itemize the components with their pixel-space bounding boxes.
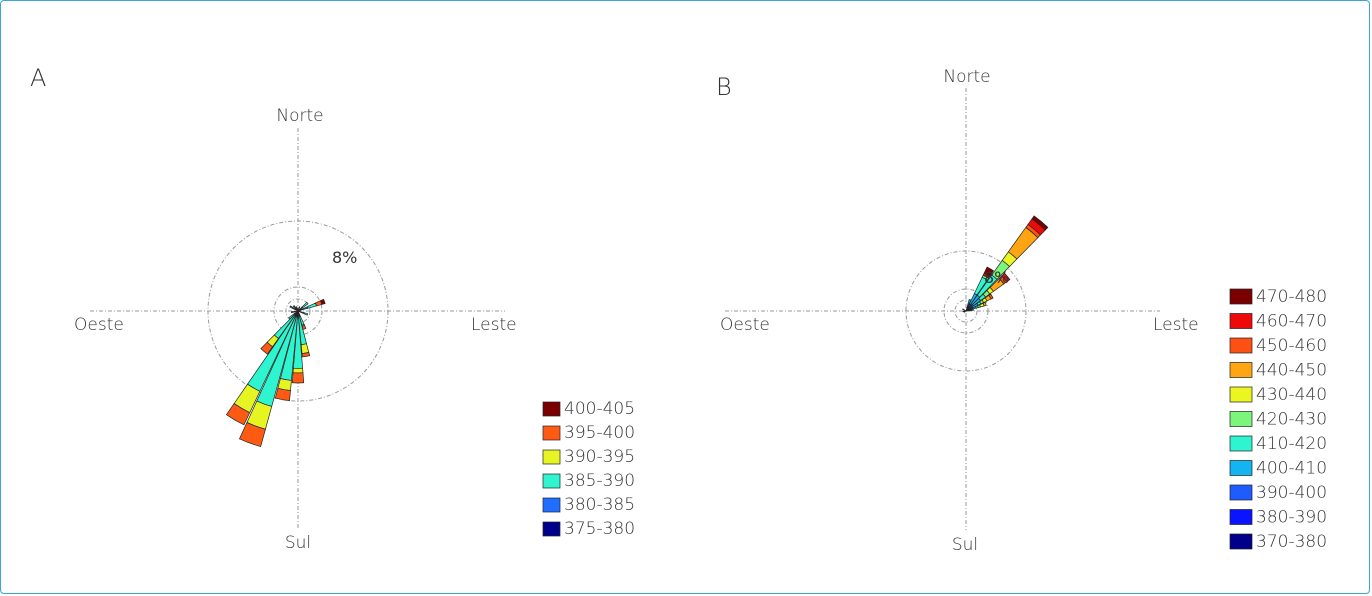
sectors-b xyxy=(962,215,1049,313)
sector-5-bin-395-400 xyxy=(260,341,274,355)
sector-0-bin-395-400 xyxy=(291,372,305,384)
legend-label: 385-390 xyxy=(564,471,635,491)
sector-12-bin-380-385 xyxy=(295,306,298,310)
sector-2-bin-395-400 xyxy=(238,422,266,448)
sector-5-bin-400-410 xyxy=(967,299,972,305)
direction-south-a: Sul xyxy=(285,533,311,553)
legend-label: 395-400 xyxy=(564,423,635,443)
ring-inner-b xyxy=(943,288,989,334)
sector-1-bin-470-480 xyxy=(983,266,995,277)
legend-swatch xyxy=(542,497,561,513)
sector-14-bin-385-390 xyxy=(303,312,309,316)
sector-3-bin-395-400 xyxy=(225,403,251,426)
sector-10-bin-380-385 xyxy=(289,305,294,310)
direction-east-a: Leste xyxy=(471,315,517,335)
sector-2-bin-460-470 xyxy=(1001,272,1011,283)
ring-outer-b xyxy=(905,250,1027,372)
ring-outer-a xyxy=(207,220,389,402)
legend-label: 440-450 xyxy=(1256,361,1327,381)
wind-rose-b: B 8% Norte Sul Leste Oeste 470-480 460-47… xyxy=(716,67,1327,555)
legend-swatch xyxy=(1229,509,1253,525)
direction-east-b: Leste xyxy=(1153,315,1199,335)
direction-north-a: Norte xyxy=(276,106,323,126)
legend-swatch xyxy=(1229,362,1253,378)
sectors-a xyxy=(225,298,326,448)
legend-label: 470-480 xyxy=(1256,287,1327,307)
sector-9-bin-380-390 xyxy=(963,311,966,313)
direction-south-b: Sul xyxy=(952,535,978,555)
sector-9-bin-385-390 xyxy=(301,301,309,309)
legend-swatch xyxy=(1229,386,1253,403)
wind-rose-a: A 8% Norte Sul Leste Oeste 400-405 395-40… xyxy=(30,64,635,553)
sector-0-bin-470-480 xyxy=(1031,215,1049,231)
legend-label: 400-405 xyxy=(564,399,635,419)
panel-label-b: B xyxy=(716,73,732,101)
legend-swatch xyxy=(1229,313,1253,329)
legend-swatch xyxy=(1229,460,1253,476)
legend-label: 380-385 xyxy=(564,495,635,515)
sector-13-bin-380-385 xyxy=(298,306,301,310)
sector-8-bin-380-390 xyxy=(962,310,965,313)
sector-8-bin-400-405 xyxy=(320,298,326,305)
sector-6-bin-395-400 xyxy=(301,324,307,330)
sector-0-bin-390-395 xyxy=(292,367,304,374)
legend-a: 400-405 395-400 390-395 385-390 380-385 375-3… xyxy=(542,399,635,539)
legend-swatch xyxy=(1229,337,1253,354)
legend-swatch xyxy=(1229,484,1253,501)
ring-label-a: 8% xyxy=(332,248,357,267)
legend-swatch xyxy=(1229,288,1253,305)
sector-3-bin-450-460 xyxy=(988,293,994,300)
legend-swatch xyxy=(542,449,561,465)
legend-swatch xyxy=(542,425,561,441)
legend-label: 410-420 xyxy=(1256,434,1327,454)
sector-4-bin-390-395 xyxy=(300,343,310,354)
legend-label: 390-400 xyxy=(1256,483,1327,503)
direction-north-b: Norte xyxy=(943,67,990,87)
panel-label-a: A xyxy=(30,64,46,92)
ring-label-b: 8% xyxy=(984,268,1009,287)
legend-b: 470-480 460-470 450-460 440-450 430-440 420-4… xyxy=(1229,287,1327,552)
legend-swatch xyxy=(1229,411,1253,427)
sector-7-bin-380-390 xyxy=(962,308,965,311)
legend-swatch xyxy=(542,521,561,537)
legend-label: 400-410 xyxy=(1256,459,1327,479)
sector-6-bin-400-410 xyxy=(971,308,974,311)
ring-center-b xyxy=(954,299,978,323)
legend-label: 420-430 xyxy=(1256,410,1327,430)
legend-label: 460-470 xyxy=(1256,312,1327,332)
legend-swatch xyxy=(542,401,561,417)
direction-west-b: Oeste xyxy=(720,315,770,335)
legend-label: 430-440 xyxy=(1256,385,1327,405)
sector-4-bin-440-450 xyxy=(982,301,987,307)
sector-7-bin-385-390 xyxy=(288,313,296,320)
legend-label: 450-460 xyxy=(1256,336,1327,356)
legend-swatch xyxy=(1229,435,1253,452)
legend-label: 380-390 xyxy=(1256,508,1327,528)
legend-swatch xyxy=(1229,533,1253,550)
legend-label: 375-380 xyxy=(564,519,635,539)
direction-west-a: Oeste xyxy=(74,315,124,335)
sector-11-bin-380-385 xyxy=(292,305,296,309)
legend-label: 370-380 xyxy=(1256,532,1327,552)
sector-1-bin-395-400 xyxy=(274,387,291,401)
sector-15-bin-380-385 xyxy=(290,310,296,314)
legend-label: 390-395 xyxy=(564,447,635,467)
legend-swatch xyxy=(542,473,561,489)
sector-4-bin-395-400 xyxy=(301,351,311,358)
